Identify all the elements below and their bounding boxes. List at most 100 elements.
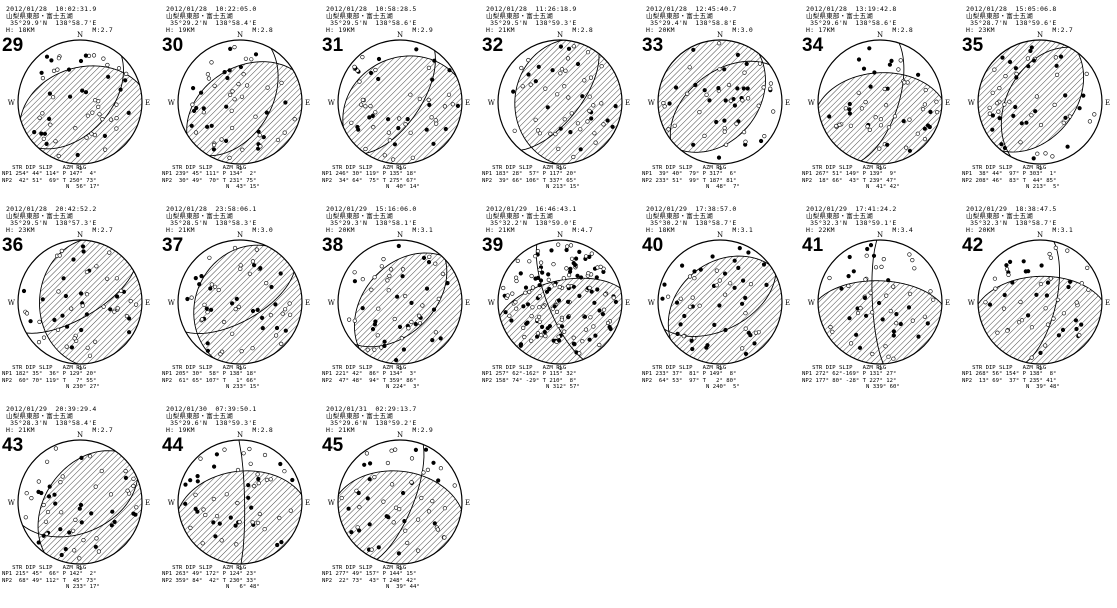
station-up-polarity bbox=[863, 313, 869, 318]
station-down-polarity bbox=[535, 249, 541, 254]
station-down-polarity bbox=[364, 451, 370, 456]
p-axis-values: P 134° 3° bbox=[382, 371, 417, 378]
station-down-polarity bbox=[104, 276, 110, 281]
station-down-polarity bbox=[523, 290, 528, 295]
station-up-polarity bbox=[447, 68, 452, 73]
station-down-polarity bbox=[591, 324, 596, 329]
station-down-polarity bbox=[728, 281, 733, 286]
table-header: STR DIP SLIP AZM PLG bbox=[482, 365, 567, 371]
event-longitude: 138°58.4'E bbox=[215, 19, 257, 27]
nodal-plane-2-values: NP2 359° 84° 42° bbox=[162, 577, 220, 584]
p-axis-values: P 131° 27° bbox=[862, 371, 897, 378]
station-up-polarity bbox=[1025, 313, 1031, 318]
station-down-polarity bbox=[387, 138, 392, 143]
station-down-polarity bbox=[53, 446, 59, 451]
station-down-polarity bbox=[873, 115, 878, 120]
station-down-polarity bbox=[438, 466, 443, 471]
station-up-polarity bbox=[575, 273, 580, 278]
station-up-polarity bbox=[907, 148, 912, 153]
station-up-polarity bbox=[556, 298, 562, 303]
station-up-polarity bbox=[752, 341, 757, 346]
station-down-polarity bbox=[1018, 299, 1023, 305]
compass-west: W bbox=[328, 499, 336, 507]
station-down-polarity bbox=[426, 65, 431, 71]
focal-sphere-outline bbox=[817, 239, 943, 365]
station-down-polarity bbox=[114, 115, 119, 121]
station-down-polarity bbox=[262, 527, 267, 532]
station-down-polarity bbox=[1054, 72, 1060, 78]
station-up-polarity bbox=[78, 502, 84, 508]
t-axis-label: T bbox=[480, 30, 483, 32]
event-date: 2012/01/29 bbox=[806, 205, 848, 213]
station-up-polarity bbox=[690, 346, 695, 352]
station-down-polarity bbox=[85, 113, 90, 118]
compass-east: E bbox=[305, 499, 310, 507]
compass-north: N bbox=[237, 431, 243, 439]
station-down-polarity bbox=[382, 153, 387, 158]
station-down-polarity bbox=[513, 300, 518, 305]
t-axis-label: T bbox=[640, 230, 643, 232]
station-down-polarity bbox=[409, 456, 415, 461]
station-down-polarity bbox=[585, 119, 590, 124]
station-up-polarity bbox=[52, 317, 57, 322]
p-axis-values: P 134° 2° bbox=[222, 171, 257, 178]
event-panel: 2012/01/28 20:42:52.2 山梨県東部・富士五湖 35°29.5'… bbox=[0, 200, 160, 400]
station-down-polarity bbox=[554, 309, 560, 314]
t-axis-label: T bbox=[0, 230, 3, 232]
event-header: 2012/01/28 20:42:52.2 山梨県東部・富士五湖 35°29.5'… bbox=[6, 206, 113, 234]
station-up-polarity bbox=[660, 296, 665, 301]
station-down-polarity bbox=[843, 106, 848, 111]
compression-quadrant bbox=[39, 240, 142, 364]
station-up-polarity bbox=[105, 74, 111, 79]
station-down-polarity bbox=[57, 253, 62, 258]
p-axis-label: P bbox=[320, 430, 323, 432]
station-up-polarity bbox=[682, 313, 687, 319]
event-magnitude: M:2.7 bbox=[92, 426, 113, 434]
station-up-polarity bbox=[613, 103, 618, 109]
station-down-polarity bbox=[741, 129, 747, 135]
station-down-polarity bbox=[415, 517, 421, 522]
station-up-polarity bbox=[213, 534, 218, 539]
station-down-polarity bbox=[546, 277, 551, 283]
station-up-polarity bbox=[253, 52, 259, 57]
station-down-polarity bbox=[1014, 71, 1019, 77]
event-magnitude: M:3.1 bbox=[732, 226, 753, 234]
nodal-plane-1 bbox=[1001, 52, 1085, 153]
station-down-polarity bbox=[235, 500, 240, 506]
station-down-polarity bbox=[221, 319, 227, 325]
station-up-polarity bbox=[745, 86, 750, 91]
station-down-polarity bbox=[347, 317, 352, 322]
station-up-polarity bbox=[255, 307, 260, 312]
p-axis-label: P bbox=[320, 230, 323, 232]
t-axis-label: T bbox=[160, 30, 163, 32]
station-up-polarity bbox=[370, 326, 376, 332]
station-down-polarity bbox=[878, 117, 883, 122]
nodal-plane-1 bbox=[978, 275, 1102, 305]
station-up-polarity bbox=[674, 300, 680, 305]
station-up-polarity bbox=[114, 294, 120, 299]
station-down-polarity bbox=[72, 548, 77, 553]
station-down-polarity bbox=[1004, 266, 1010, 272]
station-down-polarity bbox=[387, 273, 392, 279]
station-down-polarity bbox=[372, 275, 377, 280]
event-number: 33 bbox=[642, 35, 664, 56]
station-down-polarity bbox=[611, 295, 616, 300]
station-down-polarity bbox=[372, 474, 377, 480]
event-depth: H: 18KM bbox=[6, 26, 35, 34]
compression-quadrant bbox=[37, 441, 142, 564]
p-axis-values: P 138° 18° bbox=[222, 371, 257, 378]
station-up-polarity bbox=[356, 490, 361, 496]
station-up-polarity bbox=[455, 103, 460, 108]
station-down-polarity bbox=[84, 269, 89, 275]
station-up-polarity bbox=[211, 147, 217, 152]
station-down-polarity bbox=[551, 262, 556, 267]
station-up-polarity bbox=[547, 286, 552, 292]
event-number: 34 bbox=[802, 35, 824, 56]
station-up-polarity bbox=[225, 75, 230, 81]
event-latitude: 35°32.3'N bbox=[810, 219, 848, 227]
event-date: 2012/01/29 bbox=[326, 205, 368, 213]
station-down-polarity bbox=[53, 139, 58, 144]
station-up-polarity bbox=[397, 324, 403, 329]
n-axis-values: N 230° 27° bbox=[66, 384, 100, 391]
